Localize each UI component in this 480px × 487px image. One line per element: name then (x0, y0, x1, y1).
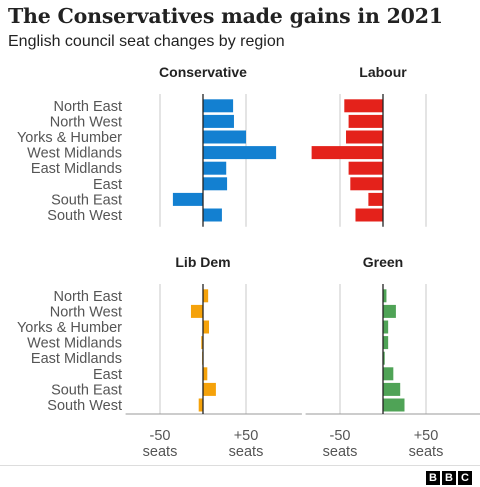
bar-conservative-north-west (203, 114, 234, 128)
bar-conservative-east-midlands (203, 161, 227, 175)
bar-green-west-midlands (383, 336, 389, 350)
bbc-logo-letter: B (442, 471, 456, 485)
bbc-logo-letter: C (458, 471, 472, 485)
panel-title-lib-dem: Lib Dem (175, 254, 230, 270)
category-label-east: East (93, 177, 122, 193)
bar-lib-dem-north-east (203, 289, 209, 303)
category-label-north-west: North West (50, 114, 122, 130)
bbc-logo: B B C (426, 471, 472, 485)
panel-title-labour: Labour (359, 64, 407, 80)
bar-lib-dem-east (203, 367, 208, 381)
panel-title-green: Green (363, 254, 403, 270)
tick-unit-green-neg50: seats (323, 444, 358, 460)
category-label-south-west: South West (47, 398, 122, 414)
bar-green-north-east (383, 289, 387, 303)
bar-green-south-west (383, 398, 405, 412)
category-label-yorks-humber: Yorks & Humber (17, 320, 122, 336)
bar-labour-north-east (344, 99, 383, 113)
category-label-east-midlands: East Midlands (31, 351, 122, 367)
bar-green-east-midlands (383, 351, 385, 365)
bar-conservative-north-east (203, 99, 234, 113)
bar-labour-west-midlands (311, 146, 383, 160)
bar-labour-yorks-humber (346, 130, 383, 144)
bar-lib-dem-south-east (203, 382, 216, 396)
category-label-north-east: North East (54, 99, 123, 115)
tick-label-green-pos50: +50 (414, 428, 439, 444)
footer-divider (0, 465, 480, 466)
category-label-west-midlands: West Midlands (27, 146, 122, 162)
tick-label-lib-dem-pos50: +50 (234, 428, 259, 444)
bar-lib-dem-north-west (190, 304, 203, 318)
bbc-logo-letter: B (426, 471, 440, 485)
category-label-east: East (93, 367, 122, 383)
chart-subtitle: English council seat changes by region (8, 33, 285, 50)
bar-labour-north-west (348, 114, 383, 128)
bar-labour-east (350, 177, 383, 191)
tick-label-lib-dem-neg50: -50 (150, 428, 171, 444)
bar-conservative-south-east (172, 192, 203, 206)
bar-green-yorks-humber (383, 320, 389, 334)
bar-green-north-west (383, 304, 396, 318)
tick-label-green-neg50: -50 (330, 428, 351, 444)
tick-unit-lib-dem-pos50: seats (229, 444, 264, 460)
category-label-south-west: South West (47, 208, 122, 224)
bar-lib-dem-yorks-humber (203, 320, 210, 334)
bar-conservative-south-west (203, 208, 222, 222)
category-label-north-west: North West (50, 304, 122, 320)
category-label-yorks-humber: Yorks & Humber (17, 130, 122, 146)
category-label-north-east: North East (54, 289, 123, 305)
bar-conservative-west-midlands (203, 146, 277, 160)
bar-lib-dem-west-midlands (201, 336, 203, 350)
bar-labour-south-east (368, 192, 383, 206)
bar-green-east (383, 367, 394, 381)
bar-conservative-yorks-humber (203, 130, 246, 144)
bar-conservative-east (203, 177, 228, 191)
chart-title: The Conservatives made gains in 2021 (8, 4, 443, 28)
category-label-south-east: South East (51, 192, 122, 208)
bar-labour-south-west (355, 208, 383, 222)
bar-lib-dem-south-west (198, 398, 203, 412)
panel-title-conservative: Conservative (159, 64, 247, 80)
bar-labour-east-midlands (348, 161, 383, 175)
category-label-south-east: South East (51, 382, 122, 398)
tick-unit-green-pos50: seats (409, 444, 444, 460)
tick-unit-lib-dem-neg50: seats (143, 444, 178, 460)
category-label-west-midlands: West Midlands (27, 336, 122, 352)
category-label-east-midlands: East Midlands (31, 161, 122, 177)
bar-green-south-east (383, 382, 401, 396)
